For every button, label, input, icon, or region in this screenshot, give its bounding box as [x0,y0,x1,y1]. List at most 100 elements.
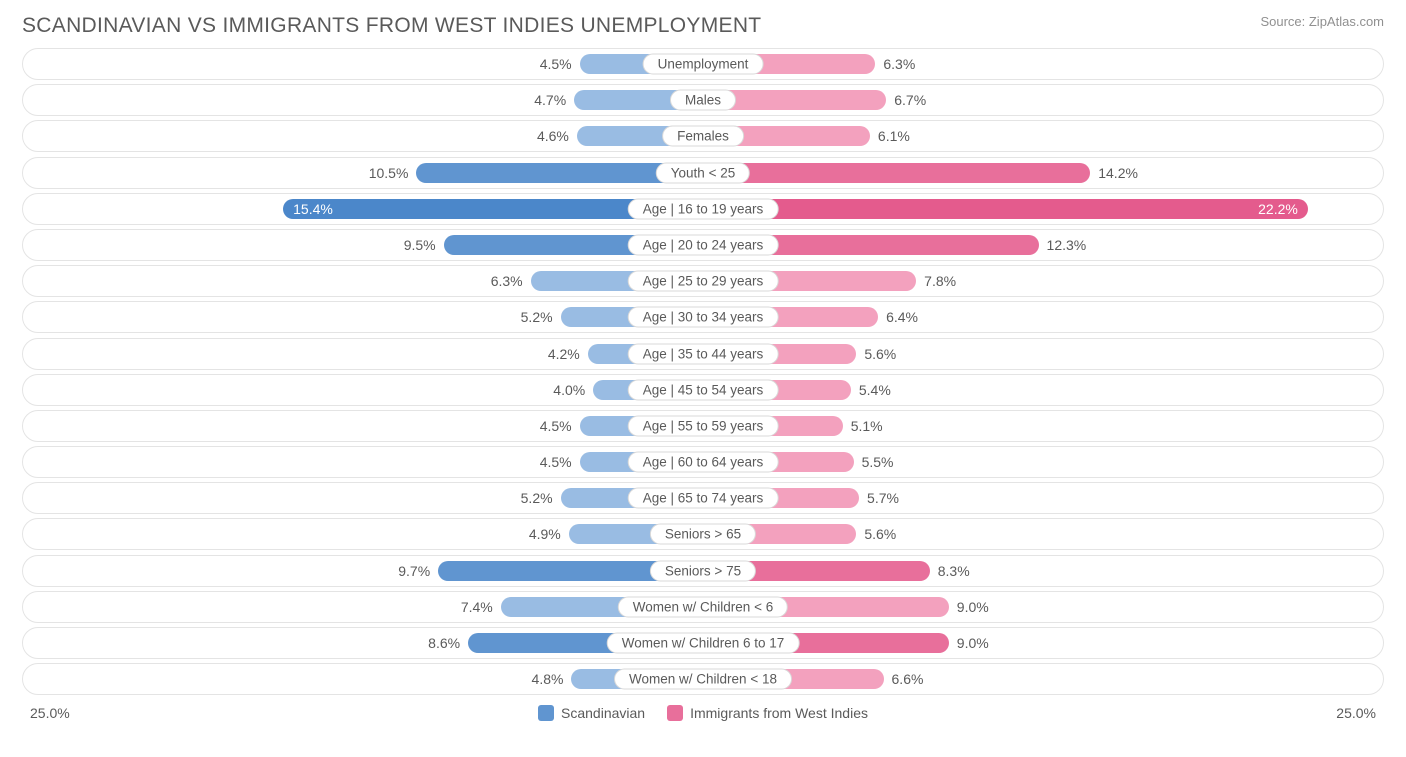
row-right-half: 22.2% [703,194,1383,224]
category-label: Age | 45 to 54 years [628,379,779,400]
value-label-right: 6.6% [892,671,924,687]
value-label-right: 7.8% [924,273,956,289]
row-left-half: 4.7% [23,85,703,115]
category-label: Males [670,90,736,111]
value-label-left: 4.6% [537,128,569,144]
row-right-half: 7.8% [703,266,1383,296]
value-label-right: 5.5% [862,454,894,470]
legend-swatch-scandinavian [538,705,554,721]
legend-item-left: Scandinavian [538,705,645,721]
data-row: 15.4%22.2%Age | 16 to 19 years [22,193,1384,225]
row-right-half: 8.3% [703,556,1383,586]
chart-title: SCANDINAVIAN VS IMMIGRANTS FROM WEST IND… [22,14,761,38]
value-label-left: 9.7% [398,563,430,579]
value-label-left: 4.5% [540,56,572,72]
category-label: Age | 35 to 44 years [628,343,779,364]
legend-text-west-indies: Immigrants from West Indies [690,705,868,721]
row-left-half: 5.2% [23,302,703,332]
value-label-left: 6.3% [491,273,523,289]
row-left-half: 6.3% [23,266,703,296]
legend: Scandinavian Immigrants from West Indies [538,705,868,721]
value-label-left: 5.2% [521,309,553,325]
category-label: Women w/ Children < 6 [618,596,788,617]
data-row: 6.3% 7.8% Age | 25 to 29 years [22,265,1384,297]
value-label-right: 9.0% [957,635,989,651]
data-row: 8.6% 9.0% Women w/ Children 6 to 17 [22,627,1384,659]
row-right-half: 6.3% [703,49,1383,79]
chart-footer: 25.0% Scandinavian Immigrants from West … [0,699,1406,721]
data-row: 4.0% 5.4% Age | 45 to 54 years [22,374,1384,406]
row-left-half: 4.5% [23,447,703,477]
row-left-half: 8.6% [23,628,703,658]
value-label-left: 4.7% [534,92,566,108]
row-left-half: 9.5% [23,230,703,260]
value-label-left: 9.5% [404,237,436,253]
value-label-left: 4.5% [540,418,572,434]
legend-text-scandinavian: Scandinavian [561,705,645,721]
value-label-right: 8.3% [938,563,970,579]
data-row: 4.6% 6.1% Females [22,120,1384,152]
value-label-right: 14.2% [1098,165,1138,181]
data-row: 4.2% 5.6% Age | 35 to 44 years [22,338,1384,370]
data-row: 4.5% 5.1% Age | 55 to 59 years [22,410,1384,442]
value-label-left: 15.4% [293,201,333,217]
category-label: Age | 60 to 64 years [628,452,779,473]
row-left-half: 4.8% [23,664,703,694]
row-right-half: 12.3% [703,230,1383,260]
value-label-right: 22.2% [1258,201,1298,217]
data-row: 4.7% 6.7% Males [22,84,1384,116]
data-row: 7.4%9.0%Women w/ Children < 6 [22,591,1384,623]
row-right-half: 5.7% [703,483,1383,513]
value-label-right: 6.7% [894,92,926,108]
row-right-half: 5.6% [703,339,1383,369]
value-label-right: 5.1% [851,418,883,434]
data-row: 4.5% 6.3%Unemployment [22,48,1384,80]
value-label-right: 5.7% [867,490,899,506]
category-label: Age | 30 to 34 years [628,307,779,328]
value-label-right: 9.0% [957,599,989,615]
category-label: Age | 65 to 74 years [628,488,779,509]
data-row: 5.2%6.4%Age | 30 to 34 years [22,301,1384,333]
value-label-left: 4.5% [540,454,572,470]
legend-item-right: Immigrants from West Indies [667,705,868,721]
row-right-half: 9.0% [703,592,1383,622]
row-right-half: 6.7% [703,85,1383,115]
value-label-right: 5.6% [864,346,896,362]
data-row: 4.9%5.6%Seniors > 65 [22,518,1384,550]
category-label: Age | 25 to 29 years [628,271,779,292]
data-row: 4.8% 6.6% Women w/ Children < 18 [22,663,1384,695]
row-right-half: 6.1% [703,121,1383,151]
category-label: Women w/ Children 6 to 17 [607,633,800,654]
value-label-right: 5.4% [859,382,891,398]
row-right-half: 14.2% [703,158,1383,188]
row-left-half: 9.7% [23,556,703,586]
value-label-left: 5.2% [521,490,553,506]
value-label-left: 4.2% [548,346,580,362]
legend-swatch-west-indies [667,705,683,721]
row-left-half: 5.2% [23,483,703,513]
data-row: 9.7% 8.3% Seniors > 75 [22,555,1384,587]
row-right-half: 6.6% [703,664,1383,694]
row-right-half: 5.5% [703,447,1383,477]
bar-west-indies: 22.2% [704,199,1308,219]
category-label: Females [662,126,744,147]
row-left-half: 4.0% [23,375,703,405]
row-left-half: 4.5% [23,49,703,79]
value-label-left: 8.6% [428,635,460,651]
row-left-half: 15.4% [23,194,703,224]
category-label: Youth < 25 [656,162,750,183]
category-label: Seniors > 75 [650,560,756,581]
row-left-half: 4.9% [23,519,703,549]
row-left-half: 10.5% [23,158,703,188]
value-label-left: 4.0% [553,382,585,398]
value-label-right: 6.1% [878,128,910,144]
category-label: Age | 55 to 59 years [628,415,779,436]
value-label-left: 10.5% [369,165,409,181]
axis-max-left: 25.0% [30,705,70,721]
row-right-half: 5.6% [703,519,1383,549]
chart-area: 4.5%6.3%Unemployment4.7%6.7%Males4.6%6.1… [0,48,1406,695]
value-label-right: 5.6% [864,526,896,542]
category-label: Women w/ Children < 18 [614,669,792,690]
category-label: Unemployment [643,54,764,75]
row-right-half: 5.1% [703,411,1383,441]
